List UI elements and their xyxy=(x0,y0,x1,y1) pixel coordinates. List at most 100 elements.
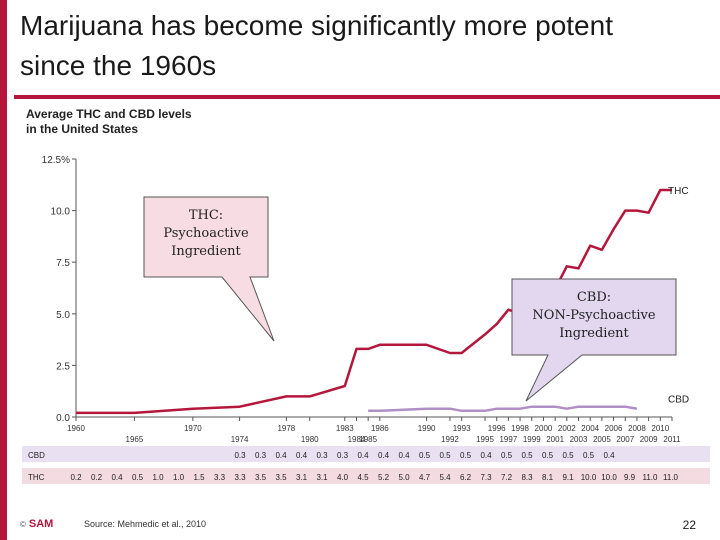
x-tick-label-top: 2000 xyxy=(535,424,553,433)
x-tick-label-bottom: 2001 xyxy=(546,435,564,444)
x-tick-label-top: 2002 xyxy=(558,424,576,433)
x-tick-label-bottom: 2009 xyxy=(640,435,658,444)
x-tick-label-bottom: 1992 xyxy=(441,435,459,444)
x-tick-label-bottom: 1995 xyxy=(476,435,494,444)
copyright-symbol: © xyxy=(20,520,26,529)
table-cell-thc: 0.4 xyxy=(111,473,123,482)
table-cell-thc: 1.5 xyxy=(193,473,205,482)
x-tick-label-bottom: 1999 xyxy=(523,435,541,444)
series-line-cbd xyxy=(368,405,638,413)
y-tick-label: 7.5 xyxy=(56,258,70,269)
thc-callout-text-line: Psychoactive xyxy=(163,226,249,241)
thc-callout-text-line: THC: xyxy=(189,208,223,223)
x-tick-label-bottom: 1997 xyxy=(499,435,517,444)
y-tick-label: 0.0 xyxy=(56,413,70,424)
page-number: 22 xyxy=(682,518,696,532)
cbd-callout-bubble xyxy=(511,278,677,402)
thc-callout-text-line: Ingredient xyxy=(171,244,241,259)
table-cell-thc: 3.5 xyxy=(275,473,287,482)
x-tick-label-bottom: 1985 xyxy=(359,435,377,444)
series-line-thc xyxy=(76,188,672,415)
table-row-label-thc: THC xyxy=(28,473,45,482)
table-row-band-thc xyxy=(22,468,710,484)
thc-callout-bubble xyxy=(143,196,275,342)
x-tick-label-bottom: 1974 xyxy=(231,435,249,444)
table-cell-cbd: 0.3 xyxy=(337,451,349,460)
x-tick-label-bottom: 1965 xyxy=(126,435,144,444)
table-cell-thc: 0.2 xyxy=(91,473,103,482)
table-cell-cbd: 0.5 xyxy=(419,451,431,460)
table-cell-thc: 11.0 xyxy=(643,473,659,482)
table-cell-thc: 7.3 xyxy=(480,473,492,482)
x-tick-label-top: 2010 xyxy=(651,424,669,433)
x-tick-label-top: 1960 xyxy=(67,424,85,433)
x-tick-label-top: 2006 xyxy=(605,424,623,433)
x-tick-label-top: 1986 xyxy=(371,424,389,433)
table-cell-thc: 3.5 xyxy=(255,473,267,482)
x-tick-label-bottom: 2011 xyxy=(663,435,681,444)
chart-title-line-2: in the United States xyxy=(26,122,138,136)
cbd-callout-text-line: NON-Psychoactive xyxy=(532,308,655,323)
table-cell-thc: 1.0 xyxy=(152,473,164,482)
sam-logo: © SAM xyxy=(20,518,53,530)
x-tick-label-top: 1993 xyxy=(453,424,471,433)
table-cell-cbd: 0.4 xyxy=(275,451,287,460)
x-tick-label-top: 1978 xyxy=(277,424,295,433)
table-cell-thc: 6.2 xyxy=(460,473,472,482)
table-cell-cbd: 0.5 xyxy=(501,451,513,460)
table-cell-thc: 11.0 xyxy=(663,473,679,482)
table-cell-cbd: 0.4 xyxy=(378,451,390,460)
table-cell-thc: 10.0 xyxy=(581,473,597,482)
table-cell-thc: 8.1 xyxy=(542,473,554,482)
table-cell-thc: 4.5 xyxy=(357,473,369,482)
slide-title-line-2: since the 1960s xyxy=(20,50,217,81)
x-tick-label-top: 1996 xyxy=(488,424,506,433)
chart-title-line-1: Average THC and CBD levels xyxy=(26,107,192,121)
y-tick-label: 2.5 xyxy=(56,361,70,372)
series-end-label-thc: THC xyxy=(668,186,689,197)
y-tick-label: 10.0 xyxy=(51,207,71,218)
series-end-label-cbd: CBD xyxy=(668,395,689,406)
x-tick-label-top: 1990 xyxy=(418,424,436,433)
title-divider xyxy=(14,95,720,99)
cbd-callout-text-line: Ingredient xyxy=(559,326,629,341)
x-tick-label-top: 2008 xyxy=(628,424,646,433)
cbd-callout-text-line: CBD: xyxy=(577,290,611,305)
y-tick-label: 12.5% xyxy=(42,155,70,166)
table-cell-cbd: 0.5 xyxy=(521,451,533,460)
x-tick-label-top: 1983 xyxy=(336,424,354,433)
table-cell-thc: 7.2 xyxy=(501,473,513,482)
table-cell-cbd: 0.3 xyxy=(255,451,267,460)
table-cell-thc: 4.0 xyxy=(337,473,349,482)
table-cell-thc: 1.0 xyxy=(173,473,185,482)
table-cell-thc: 9.9 xyxy=(624,473,636,482)
table-cell-cbd: 0.3 xyxy=(234,451,246,460)
slide-title-line-1: Marijuana has become significantly more … xyxy=(20,10,613,41)
accent-bar xyxy=(0,0,7,540)
table-cell-thc: 9.1 xyxy=(562,473,574,482)
slide-title: Marijuana has become significantly more … xyxy=(20,6,700,86)
table-cell-cbd: 0.4 xyxy=(296,451,308,460)
table-cell-cbd: 0.5 xyxy=(460,451,472,460)
table-cell-cbd: 0.4 xyxy=(357,451,369,460)
x-tick-label-top: 1998 xyxy=(511,424,529,433)
x-tick-label-bottom: 1984 xyxy=(348,435,366,444)
table-cell-thc: 3.3 xyxy=(214,473,226,482)
table-cell-thc: 0.5 xyxy=(132,473,144,482)
x-tick-label-bottom: 2003 xyxy=(570,435,588,444)
table-cell-thc: 5.4 xyxy=(439,473,451,482)
x-tick-label-bottom: 2007 xyxy=(616,435,634,444)
table-cell-thc: 3.1 xyxy=(296,473,308,482)
table-cell-cbd: 0.4 xyxy=(398,451,410,460)
y-tick-label: 5.0 xyxy=(56,310,70,321)
table-cell-cbd: 0.4 xyxy=(603,451,615,460)
table-cell-cbd: 0.4 xyxy=(480,451,492,460)
table-cell-thc: 5.2 xyxy=(378,473,390,482)
x-tick-label-bottom: 2005 xyxy=(593,435,611,444)
table-cell-thc: 4.7 xyxy=(419,473,431,482)
source-note: Source: Mehmedic et al., 2010 xyxy=(84,519,207,529)
table-cell-cbd: 0.5 xyxy=(583,451,595,460)
table-cell-thc: 10.0 xyxy=(601,473,617,482)
table-cell-cbd: 0.5 xyxy=(439,451,451,460)
